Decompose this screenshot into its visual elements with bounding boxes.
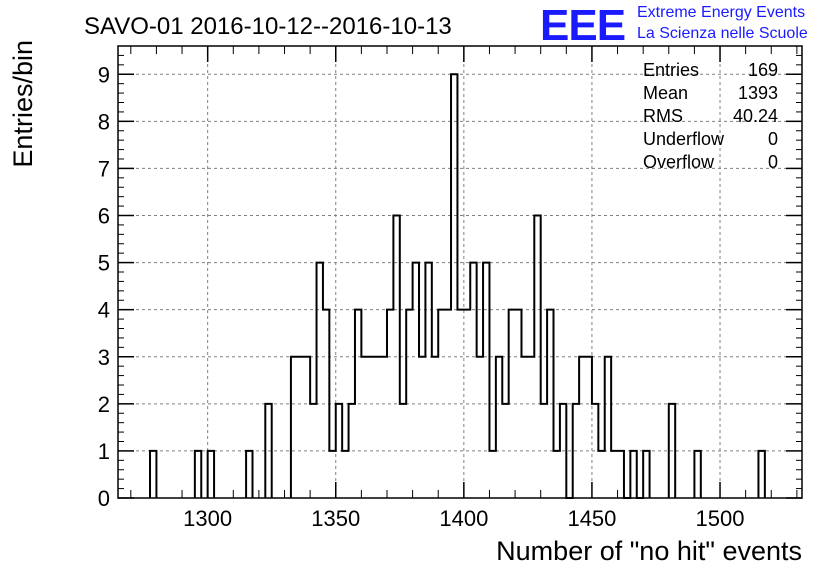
- stats-value: 0: [768, 129, 778, 149]
- stats-label: Mean: [643, 83, 688, 103]
- y-tick-label: 3: [98, 345, 110, 370]
- stats-value: 0: [768, 152, 778, 172]
- y-tick-label: 9: [98, 62, 110, 87]
- y-axis-title: Entries/bin: [8, 40, 38, 168]
- stats-value: 1393: [738, 83, 778, 103]
- y-tick-label: 5: [98, 251, 110, 276]
- stats-label: Overflow: [643, 152, 715, 172]
- axis-ticks: 0 1 2 3 4 5 6 7 8 9 1300 1350 1400 1450 1500: [98, 45, 802, 531]
- histogram-outline: [149, 73, 766, 499]
- stats-value: 169: [748, 60, 778, 80]
- stats-label: Underflow: [643, 129, 725, 149]
- x-tick-label: 1500: [696, 506, 745, 531]
- x-tick-label: 1300: [183, 506, 232, 531]
- eee-logo: EEE Extreme Energy Events La Scienza nel…: [540, 1, 808, 50]
- x-axis-title: Number of "no hit" events: [496, 536, 802, 566]
- x-tick-label: 1350: [311, 506, 360, 531]
- y-tick-label: 2: [98, 392, 110, 417]
- y-tick-label: 7: [98, 156, 110, 181]
- y-tick-label: 4: [98, 298, 110, 323]
- eee-logo-mark: EEE: [540, 1, 625, 50]
- x-tick-label: 1450: [567, 506, 616, 531]
- stats-box: Entries 169 Mean 1393 RMS 40.24 Underflow 0 Over…: [643, 60, 778, 172]
- stats-value: 40.24: [733, 106, 778, 126]
- histogram-series: [149, 73, 766, 499]
- stats-label: RMS: [643, 106, 683, 126]
- eee-logo-line2: La Scienza nelle Scuole: [637, 25, 808, 42]
- stats-label: Entries: [643, 60, 699, 80]
- y-tick-label: 6: [98, 204, 110, 229]
- eee-logo-line1: Extreme Energy Events: [637, 4, 805, 21]
- y-tick-label: 0: [98, 486, 110, 511]
- x-tick-label: 1400: [439, 506, 488, 531]
- chart-title: SAVO-01 2016-10-12--2016-10-13: [84, 13, 452, 40]
- y-tick-label: 8: [98, 109, 110, 134]
- y-tick-label: 1: [98, 439, 110, 464]
